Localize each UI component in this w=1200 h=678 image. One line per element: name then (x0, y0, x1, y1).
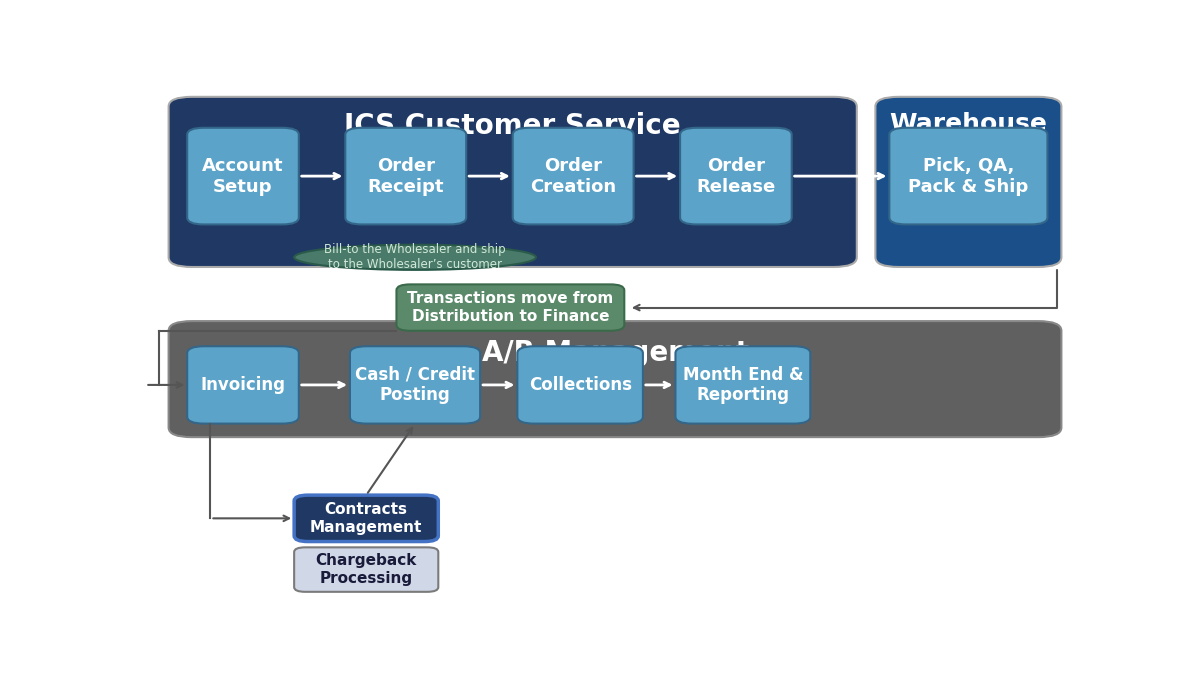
FancyBboxPatch shape (889, 127, 1048, 224)
Ellipse shape (294, 245, 536, 270)
Text: Invoicing: Invoicing (200, 376, 286, 394)
FancyBboxPatch shape (876, 97, 1062, 267)
Text: Bill-to the Wholesaler and ship
to the Wholesaler’s customer: Bill-to the Wholesaler and ship to the W… (324, 243, 506, 271)
FancyBboxPatch shape (294, 547, 438, 592)
Text: Account
Setup: Account Setup (203, 157, 283, 195)
FancyBboxPatch shape (187, 346, 299, 424)
Text: Transactions move from
Distribution to Finance: Transactions move from Distribution to F… (407, 292, 613, 324)
FancyBboxPatch shape (294, 495, 438, 542)
FancyBboxPatch shape (350, 346, 480, 424)
FancyBboxPatch shape (676, 346, 810, 424)
Text: Cash / Credit
Posting: Cash / Credit Posting (355, 365, 475, 404)
Text: ICS Customer Service: ICS Customer Service (344, 113, 682, 140)
Text: Order
Release: Order Release (696, 157, 775, 195)
FancyBboxPatch shape (396, 284, 624, 331)
FancyBboxPatch shape (517, 346, 643, 424)
FancyBboxPatch shape (168, 97, 857, 267)
Text: Chargeback
Processing: Chargeback Processing (316, 553, 416, 586)
FancyBboxPatch shape (187, 127, 299, 224)
Text: Order
Receipt: Order Receipt (367, 157, 444, 195)
Text: Collections: Collections (529, 376, 631, 394)
FancyBboxPatch shape (512, 127, 634, 224)
Text: Warehouse: Warehouse (889, 113, 1048, 136)
Text: Month End &
Reporting: Month End & Reporting (683, 365, 803, 404)
FancyBboxPatch shape (168, 321, 1062, 437)
FancyBboxPatch shape (346, 127, 466, 224)
FancyBboxPatch shape (680, 127, 792, 224)
Text: Pick, QA,
Pack & Ship: Pick, QA, Pack & Ship (908, 157, 1028, 195)
Text: A/R Management: A/R Management (481, 338, 749, 367)
Text: Order
Creation: Order Creation (530, 157, 617, 195)
Text: Contracts
Management: Contracts Management (310, 502, 422, 534)
